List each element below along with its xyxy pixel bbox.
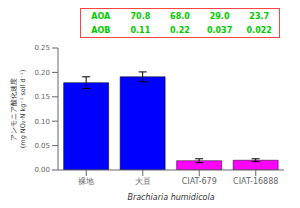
svg-text:CIAT-16888: CIAT-16888 [233,177,278,186]
svg-text:0.15: 0.15 [34,93,50,101]
html-text:0.022: 0.022 [246,25,272,35]
html-text:23.7: 23.7 [249,11,270,21]
svg-text:(mg NO₂·N kg⁻¹ soil d⁻¹): (mg NO₂·N kg⁻¹ soil d⁻¹) [19,70,27,148]
html-text:70.8: 70.8 [130,11,151,21]
html-text:0.11: 0.11 [130,25,151,35]
svg-text:CIAT-679: CIAT-679 [182,177,217,186]
svg-text:0.10: 0.10 [34,118,50,126]
html-text:0.037: 0.037 [206,25,233,35]
html-text:29.0: 29.0 [209,11,230,21]
svg-text:0.05: 0.05 [34,142,50,150]
html-text:AOB: AOB [91,25,111,35]
svg-text:Brachiaria humidicola: Brachiaria humidicola [127,193,214,200]
svg-text:裸地: 裸地 [78,177,94,186]
html-text:AOA: AOA [91,11,111,21]
svg-text:0.25: 0.25 [34,44,50,52]
svg-text:0.20: 0.20 [34,69,50,77]
html-text:68.0: 68.0 [170,11,190,21]
svg-text:0.00: 0.00 [34,166,50,174]
html-text:0.22: 0.22 [170,25,190,35]
svg-text:大豆: 大豆 [135,177,151,186]
svg-text:アンモニア酸化速度: アンモニア酸化速度 [10,78,18,141]
